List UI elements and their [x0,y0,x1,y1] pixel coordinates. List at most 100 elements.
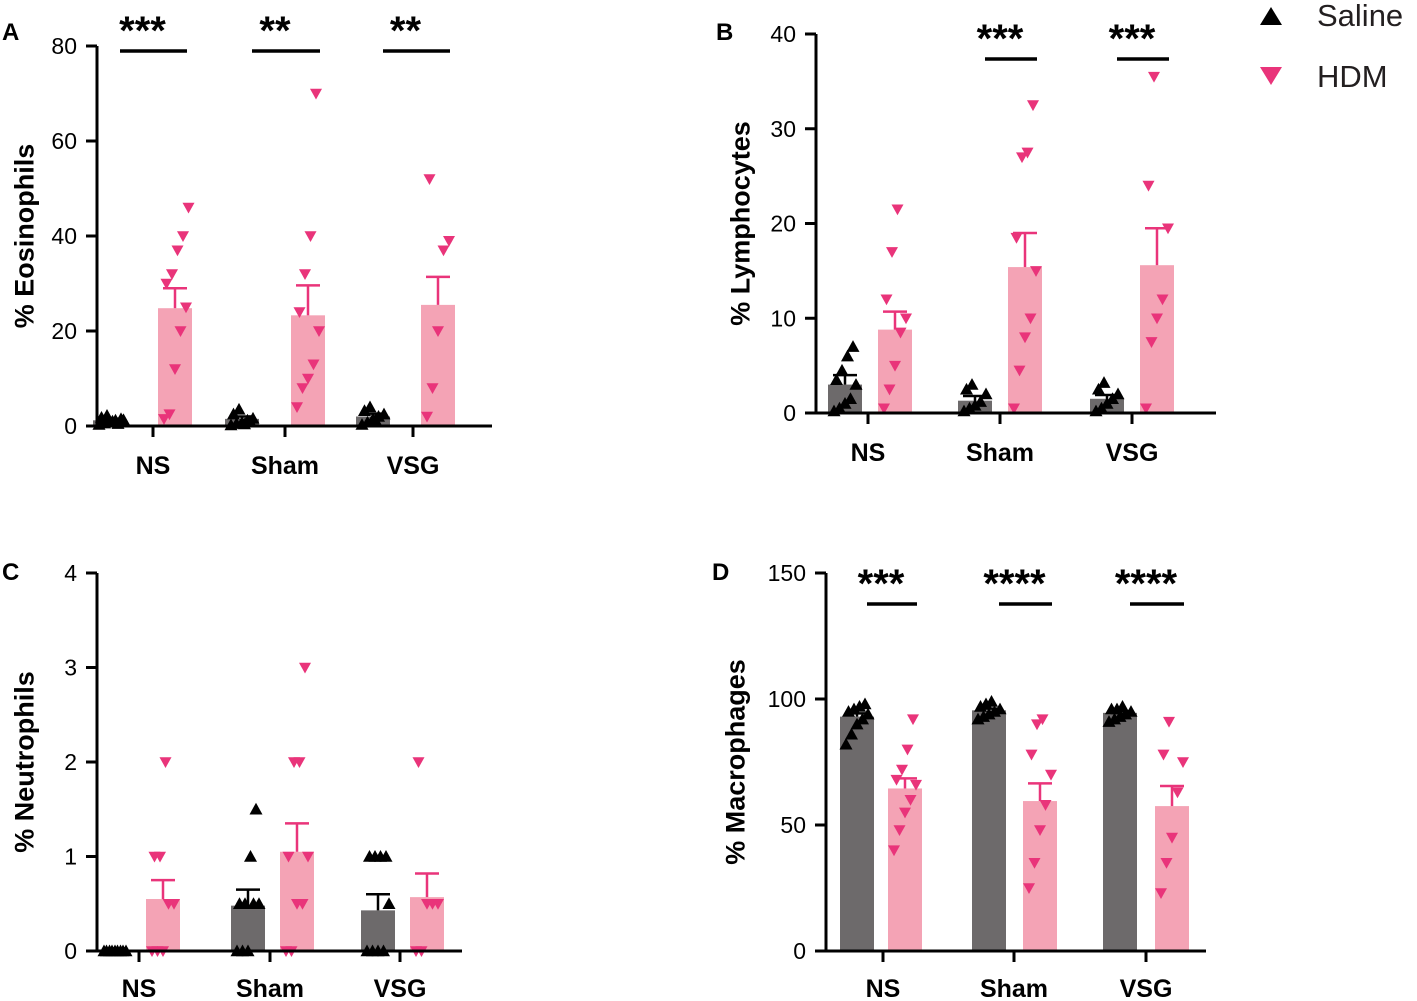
data-point [1155,888,1167,900]
data-point [1034,825,1046,837]
data-point [1156,294,1169,306]
data-point [839,737,853,750]
data-point [1019,332,1031,344]
data-point [993,702,1007,715]
data-point [177,231,189,242]
data-point [369,413,382,426]
data-point [1160,858,1173,869]
y-axis-title: % Neutrophils [9,671,39,853]
category-label: Sham [966,439,1034,467]
significance-stars: ** [390,9,422,53]
panel-letter: D [712,559,729,586]
data-point [310,88,322,100]
data-point [985,695,998,707]
legend-label-hdm: HDM [1317,59,1388,94]
data-point [904,795,917,806]
data-point [302,851,314,863]
data-point [1016,152,1028,164]
data-point [423,174,436,185]
data-point [244,850,257,862]
bar-group-saline-sham [230,802,266,957]
bar-group-saline-ns [839,697,875,951]
data-point [1166,832,1178,844]
data-point [979,387,993,400]
data-point [1142,180,1155,192]
data-point [878,403,890,415]
data-point [1163,716,1175,728]
data-point [154,851,166,863]
data-point [1140,403,1152,415]
significance-stars: *** [119,9,166,53]
data-point [901,744,914,756]
data-point [893,825,906,837]
significance-stars: **** [983,562,1046,606]
data-point [421,411,433,423]
y-tick-label: 100 [768,686,806,712]
y-tick-label: 80 [51,33,77,59]
category-label: VSG [1120,975,1173,1001]
bar-group-saline-sham [957,378,993,417]
data-point [117,413,130,426]
data-point [282,851,295,863]
data-point [166,269,178,280]
data-point [1157,749,1170,761]
data-point [296,383,309,394]
legend-item-saline: Saline [1260,0,1403,33]
data-point [252,897,266,909]
triangle-down-icon [1260,67,1282,85]
y-tick-label: 2 [64,749,77,775]
category-label: NS [851,439,886,467]
data-point [1025,749,1038,761]
triangle-up-icon [1260,7,1282,25]
data-point [889,360,901,372]
significance-stars: **** [1115,562,1178,606]
data-point [432,898,444,910]
data-point [1021,147,1034,159]
data-point [291,402,303,413]
data-point [1111,387,1125,400]
y-tick-label: 30 [770,116,796,142]
data-point [907,714,919,726]
data-point [835,363,849,376]
bar-group-hdm-vsg [1155,716,1189,951]
data-point [883,384,896,396]
data-point [1162,223,1174,235]
bar-group-hdm-vsg [421,174,455,426]
bar-group-hdm-ns [878,204,912,415]
panel-letter: A [2,19,19,46]
y-tick-label: 4 [64,560,77,586]
y-tick-label: 0 [64,413,77,439]
data-point [1171,787,1184,799]
data-point [299,269,311,280]
data-point [891,204,904,216]
data-point [232,402,246,415]
bar-group-hdm-sham [1023,714,1057,951]
category-label: Sham [251,452,319,480]
bar-group-saline-vsg [1089,376,1125,417]
data-point [296,898,309,910]
category-label: VSG [387,452,440,480]
data-point [304,231,317,242]
y-tick-label: 150 [768,560,806,586]
significance-stars: *** [1109,17,1156,61]
data-point [1030,266,1042,277]
bar-group-hdm-vsg [410,757,444,957]
data-point [1092,382,1105,395]
data-point [841,349,854,362]
category-label: Sham [980,975,1048,1001]
panel-B: B % Lymphocytes NS Sham *** VSG *** 0 10 20 30 40 [716,17,1216,467]
data-point [412,757,425,768]
data-point [888,845,900,857]
data-point [238,897,252,909]
y-axis-title: % Lymphocytes [725,121,755,326]
panel-letter: C [2,559,19,586]
panel-A: A % Eosinophils NS *** Sham ** VSG ** 0 20 40 60 80 [2,9,492,480]
panel-letter: B [716,19,733,46]
data-point [1177,757,1189,768]
data-point [968,398,982,411]
bar-group-hdm-ns [888,714,922,951]
data-point [293,757,306,768]
bar [361,910,395,951]
data-point [1116,700,1129,712]
